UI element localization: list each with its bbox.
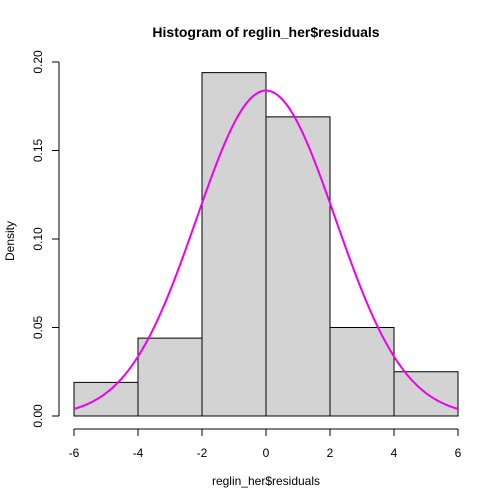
x-tick-label: -6 bbox=[69, 446, 80, 460]
histogram-bar bbox=[265, 116, 331, 417]
histogram-bar bbox=[329, 327, 395, 417]
histogram-bar bbox=[73, 381, 139, 417]
x-tick-label: -4 bbox=[133, 446, 144, 460]
y-tick-label: 0.00 bbox=[31, 404, 45, 428]
x-axis-label: reglin_her$residuals bbox=[212, 474, 320, 488]
y-tick-label: 0.15 bbox=[31, 138, 45, 162]
y-axis-label: Density bbox=[3, 221, 17, 261]
chart-title: Histogram of reglin_her$residuals bbox=[152, 24, 379, 40]
histogram-bar bbox=[201, 72, 267, 417]
y-axis: 0.00 0.05 0.10 0.15 0.20 bbox=[31, 50, 60, 428]
x-axis: -6 -4 -2 0 2 4 6 bbox=[69, 428, 462, 460]
x-tick-label: 6 bbox=[455, 446, 462, 460]
x-tick-label: -2 bbox=[197, 446, 208, 460]
y-tick-label: 0.10 bbox=[31, 227, 45, 251]
x-tick-label: 4 bbox=[391, 446, 398, 460]
density-curve bbox=[73, 89, 459, 410]
x-tick-label: 2 bbox=[327, 446, 334, 460]
x-tick-label: 0 bbox=[263, 446, 270, 460]
y-tick-label: 0.20 bbox=[31, 50, 45, 74]
histogram-bar bbox=[137, 337, 203, 417]
y-tick-label: 0.05 bbox=[31, 315, 45, 339]
histogram-bars bbox=[73, 72, 459, 417]
